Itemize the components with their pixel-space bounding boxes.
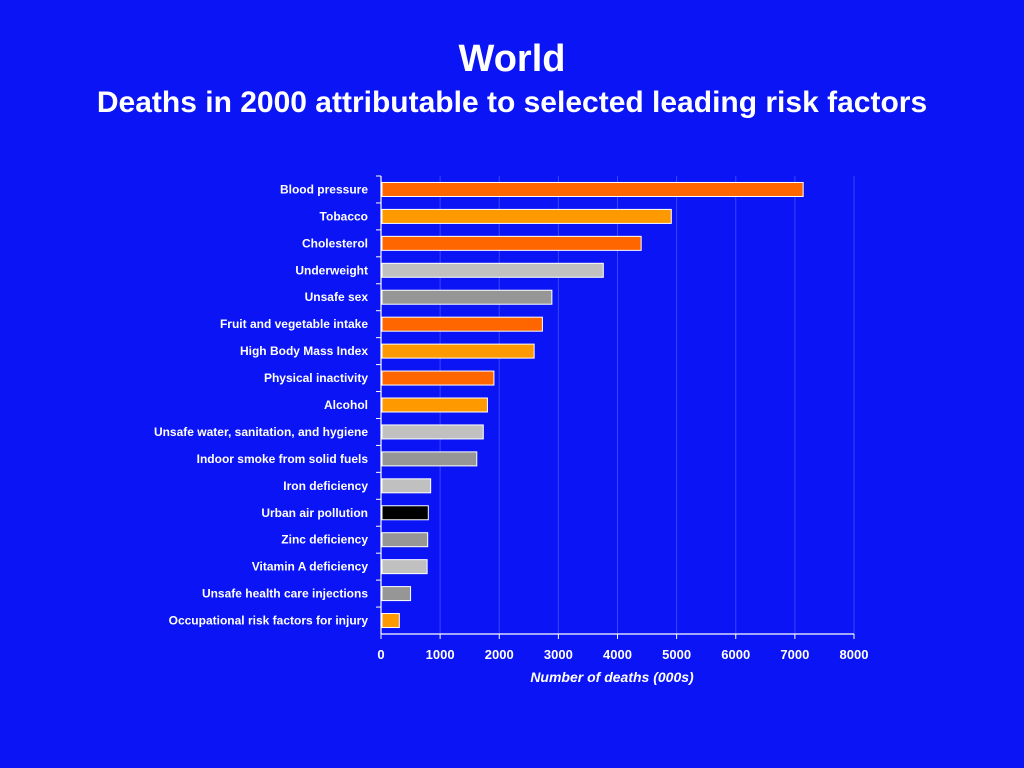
category-label: Occupational risk factors for injury [169, 614, 369, 628]
axes [376, 175, 855, 639]
category-label: Unsafe sex [305, 290, 369, 304]
bar [381, 613, 400, 629]
bar [381, 208, 672, 224]
category-label: Physical inactivity [264, 371, 368, 385]
category-label: Indoor smoke from solid fuels [197, 452, 369, 466]
bar [381, 397, 488, 413]
bar [381, 424, 484, 440]
x-tick-label: 3000 [544, 647, 573, 662]
x-tick-label: 7000 [780, 647, 809, 662]
category-label: Unsafe health care injections [202, 587, 368, 601]
category-label: Cholesterol [302, 236, 368, 250]
x-tick-label: 2000 [485, 647, 514, 662]
category-label: Iron deficiency [283, 479, 368, 493]
chart-title: World [458, 38, 566, 80]
category-label: Underweight [295, 263, 368, 277]
x-tick-label: 8000 [840, 647, 869, 662]
category-label: Fruit and vegetable intake [220, 317, 368, 331]
x-tick-label: 4000 [603, 647, 632, 662]
bar [381, 478, 432, 494]
bar [381, 451, 478, 467]
bar [381, 370, 495, 386]
category-label: Zinc deficiency [281, 533, 368, 547]
bar [381, 316, 543, 332]
x-tick-label: 1000 [426, 647, 455, 662]
x-tick-label: 5000 [662, 647, 691, 662]
bar [381, 505, 429, 521]
category-label: Urban air pollution [261, 506, 368, 520]
bar [381, 181, 804, 197]
bars [381, 181, 804, 629]
bar [381, 586, 412, 602]
category-labels: Blood pressure Tobacco Cholesterol Underwei… [154, 182, 368, 627]
x-axis-label: Number of deaths (000s) [530, 669, 694, 685]
chart-subtitle: Deaths in 2000 attributable to selected … [96, 86, 928, 119]
x-tick-label: 6000 [721, 647, 750, 662]
bar [381, 343, 535, 359]
bar [381, 559, 428, 575]
bar [381, 289, 553, 305]
bar [381, 235, 642, 251]
x-tick-labels: 0 1000 2000 3000 4000 5000 6000 7000 8000 [377, 647, 868, 662]
category-label: Alcohol [324, 398, 368, 412]
category-label: Unsafe water, sanitation, and hygiene [154, 425, 368, 439]
x-tick-label: 0 [377, 647, 384, 662]
category-label: High Body Mass Index [240, 344, 368, 358]
bar [381, 262, 604, 278]
bar [381, 532, 429, 548]
category-label: Tobacco [320, 209, 368, 223]
category-label: Blood pressure [280, 182, 368, 196]
gridlines [439, 176, 855, 634]
category-label: Vitamin A deficiency [252, 560, 369, 574]
